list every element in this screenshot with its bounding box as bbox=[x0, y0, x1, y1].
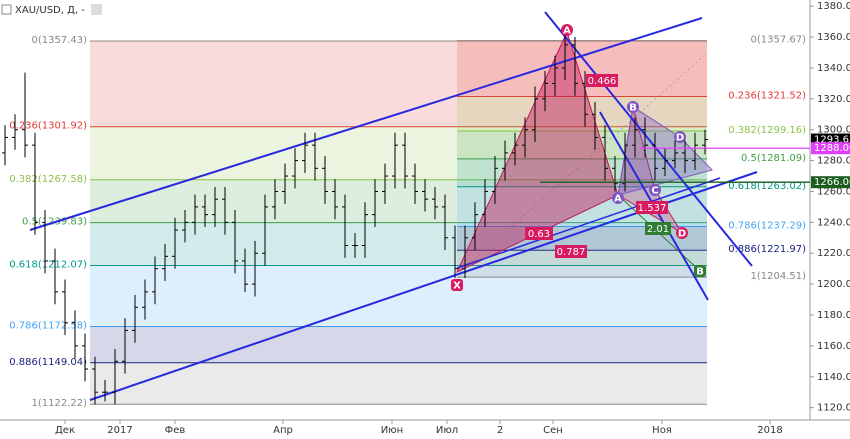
y-tick-label: 1340.00 bbox=[817, 63, 850, 74]
y-tick-label: 1280.00 bbox=[817, 156, 850, 167]
fib-label: 0.5(1281.09) bbox=[741, 153, 806, 164]
point-label: A bbox=[614, 194, 622, 205]
point-badge bbox=[451, 279, 463, 291]
point-label: B bbox=[696, 267, 704, 278]
y-tick-label: 1200.00 bbox=[817, 279, 850, 290]
fib-label: 0.786(1237.29) bbox=[728, 221, 806, 232]
fib-band bbox=[457, 226, 707, 251]
ratio-badge bbox=[555, 245, 587, 258]
point-label: C bbox=[651, 186, 658, 197]
x-tick-label: Дек bbox=[55, 425, 75, 436]
ratio-labels: 0.466 0.63 0.787 1.537 2.01 bbox=[525, 74, 671, 258]
trend-line bbox=[544, 11, 753, 267]
y-tick-label: 1360.00 bbox=[817, 32, 850, 43]
fib-label: 0.618(1263.02) bbox=[728, 181, 806, 192]
ratio-label: 0.787 bbox=[557, 247, 586, 258]
bars bbox=[2, 33, 708, 405]
trend-line bbox=[456, 177, 721, 269]
axes: 1120.00 1140.00 1160.00 1180.00 1200.00 1220.… bbox=[55, 1, 850, 436]
price-label: 1266.00 bbox=[814, 177, 850, 188]
point-label: D bbox=[676, 133, 684, 144]
price-badge bbox=[811, 142, 850, 155]
fib-band bbox=[90, 326, 707, 363]
fib-label: 0.236(1301.92) bbox=[9, 121, 87, 132]
ratio-badge bbox=[645, 222, 671, 235]
point-label: X bbox=[453, 281, 461, 292]
ratio-badge bbox=[636, 201, 668, 214]
y-tick-label: 1180.00 bbox=[817, 310, 850, 321]
y-tick-label: 1380.00 bbox=[817, 1, 850, 12]
fib-label: 0.786(1172.58) bbox=[9, 320, 87, 331]
y-tick-label: 1220.00 bbox=[817, 248, 850, 259]
fib-label: 0.886(1221.97) bbox=[728, 244, 806, 255]
fib-band bbox=[457, 40, 707, 97]
point-badge bbox=[561, 24, 573, 36]
fib-label: 1(1204.51) bbox=[750, 271, 806, 282]
ratio-badge bbox=[586, 74, 618, 87]
x-tick-label: Июн bbox=[381, 425, 403, 436]
fib-label: 0.618(1212.07) bbox=[9, 259, 87, 270]
fib-label: 0(1357.67) bbox=[750, 35, 806, 46]
price-badge bbox=[811, 176, 850, 189]
y-tick-label: 1300.00 bbox=[817, 125, 850, 136]
fib-label: 0(1357.43) bbox=[31, 35, 87, 46]
x-tick-label: Сен bbox=[543, 425, 563, 436]
x-tick-label: Июл bbox=[436, 425, 458, 436]
collapse-icon[interactable] bbox=[1, 4, 12, 15]
point-label: A bbox=[563, 26, 571, 37]
fib-band bbox=[90, 362, 707, 405]
trend-line bbox=[29, 17, 703, 231]
point-label: D bbox=[678, 229, 686, 240]
fib-label: 0.382(1267.58) bbox=[9, 174, 87, 185]
fib-label: 0.886(1149.04) bbox=[9, 357, 87, 368]
y-tick-label: 1320.00 bbox=[817, 94, 850, 105]
x-tick-label: 2017 bbox=[107, 425, 132, 436]
x-tick-label: Фев bbox=[165, 425, 186, 436]
x-tick-label: Ноя bbox=[652, 425, 672, 436]
point-label: B bbox=[629, 103, 637, 114]
settings-icon[interactable] bbox=[91, 4, 102, 15]
ratio-badge bbox=[525, 227, 553, 240]
point-badge bbox=[649, 184, 661, 196]
fib-band bbox=[90, 222, 707, 266]
point-badge bbox=[676, 227, 688, 239]
y-tick-label: 1160.00 bbox=[817, 341, 850, 352]
fib-band bbox=[90, 126, 707, 180]
price-label: 1293.63 bbox=[814, 135, 850, 146]
ratio-label: 0.63 bbox=[528, 229, 550, 240]
point-badge bbox=[612, 192, 624, 204]
fib-band bbox=[90, 265, 707, 327]
ratio-label: 0.466 bbox=[588, 76, 617, 87]
price-label: 1288.00 bbox=[814, 143, 850, 154]
y-tick-label: 1140.00 bbox=[817, 372, 850, 383]
y-tick-label: 1120.00 bbox=[817, 403, 850, 414]
fib-label: 0.382(1299.16) bbox=[728, 125, 806, 136]
symbol-title: XAU/USD, Д, - bbox=[15, 5, 85, 16]
fib-label: 0.236(1321.52) bbox=[728, 90, 806, 101]
x-tick-label: 2 bbox=[497, 425, 503, 436]
ratio-label: 1.537 bbox=[638, 203, 667, 214]
point-badge bbox=[694, 265, 706, 277]
fib-band bbox=[457, 96, 707, 132]
fib-label: 1(1122.22) bbox=[31, 398, 87, 409]
price-axis bbox=[810, 0, 850, 420]
fib-layer: 0(1357.43) 0.236(1301.92) 0.382(1267.58) 0.… bbox=[9, 35, 806, 410]
pattern-points: X A B C D A D B bbox=[451, 24, 706, 292]
y-tick-label: 1240.00 bbox=[817, 217, 850, 228]
point-badge bbox=[674, 131, 686, 143]
x-tick-label: 2018 bbox=[757, 425, 782, 436]
point-badge bbox=[627, 101, 639, 113]
ratio-label: 2.01 bbox=[647, 224, 669, 235]
x-tick-label: Апр bbox=[273, 425, 293, 436]
y-tick-label: 1260.00 bbox=[817, 186, 850, 197]
